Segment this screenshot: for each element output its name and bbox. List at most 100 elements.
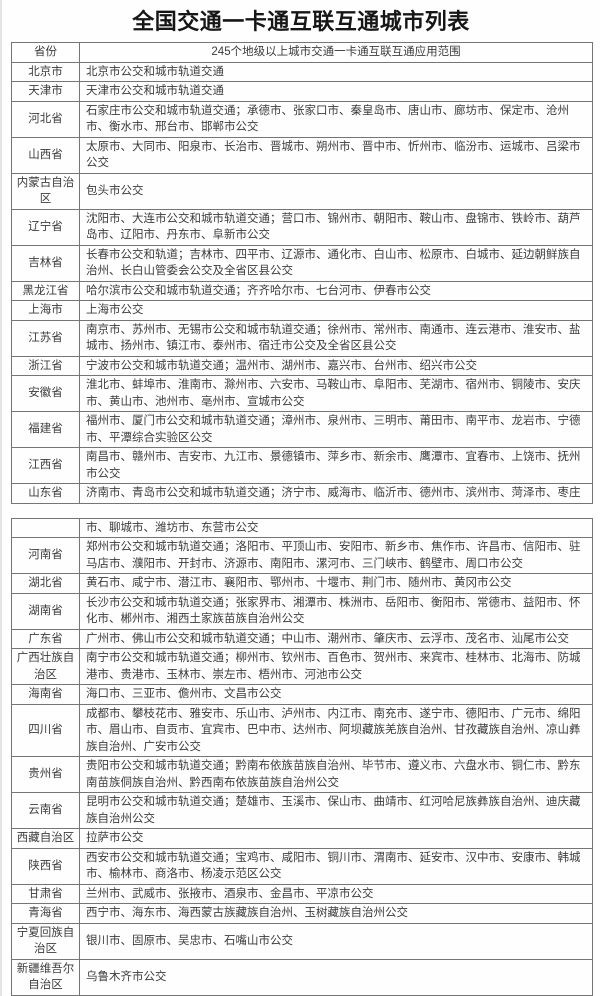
table-row: 市、聊城市、潍坊市、东营市公交 xyxy=(11,517,593,538)
cities-cell: 上海市公交 xyxy=(79,300,593,321)
cities-cell: 济南市、青岛市公交和城市轨道交通；济宁市、威海市、临沂市、德州市、滨州市、菏泽市… xyxy=(79,483,593,504)
table-row: 上海市 上海市公交 xyxy=(11,300,593,321)
province-cell: 西藏自治区 xyxy=(11,828,80,849)
cities-cell: 昆明市公交和城市轨道交通；楚雄市、玉溪市、保山市、曲靖市、红河哈尼族彝族自治州、… xyxy=(79,792,593,829)
province-cell: 安徽省 xyxy=(11,375,80,412)
province-cell: 广东省 xyxy=(11,628,80,649)
table-row: 吉林省 长春市公交和轨道；吉林市、四平市、辽源市、通化市、白山市、松原市、白城市、… xyxy=(11,244,593,282)
table-row: 福建省 福州市、厦门市公交和城市轨道交通；漳州市、泉州市、三明市、莆田市、南平市、… xyxy=(11,411,593,448)
page-title: 全国交通一卡通互联互通城市列表 xyxy=(132,9,470,34)
table-row: 湖南省 长沙市公交和城市轨道交通；张家界市、湘潭市、株洲市、岳阳市、衡阳市、常德市… xyxy=(11,592,593,630)
province-cell: 福建省 xyxy=(11,411,80,448)
cities-cell: 宁波市公交和城市轨道交通；温州市、湖州市、嘉兴市、台州市、绍兴市公交 xyxy=(79,355,593,376)
province-cell: 天津市 xyxy=(11,81,80,102)
province-cell: 河南省 xyxy=(11,537,80,574)
table-row: 辽宁省 沈阳市、大连市公交和城市轨道交通；营口市、锦州市、朝阳市、鞍山市、盘锦市、… xyxy=(11,208,593,246)
province-cell: 辽宁省 xyxy=(11,208,80,246)
cities-cell: 乌鲁木齐市公交 xyxy=(79,958,593,996)
cities-cell: 南宁市公交和城市轨道交通；柳州市、钦州市、百色市、贺州市、来宾市、桂林市、北海市… xyxy=(79,648,593,685)
table-row: 浙江省 宁波市公交和城市轨道交通；温州市、湖州市、嘉兴市、台州市、绍兴市公交 xyxy=(11,355,593,376)
table-row: 内蒙古自治区 包头市公交 xyxy=(11,172,593,210)
table-row: 江苏省 南京市、苏州市、无锡市公交和城市轨道交通；徐州市、常州市、南通市、连云港市… xyxy=(11,319,593,357)
table-row: 广西壮族自治区 南宁市公交和城市轨道交通；柳州市、钦州市、百色市、贺州市、来宾市、… xyxy=(11,648,593,685)
table-row: 湖北省 黄石市、咸宁市、潜江市、襄阳市、鄂州市、十堰市、荆门市、随州市、黄冈市公交 xyxy=(11,573,593,594)
cities-cell: 兰州市、武威市、张掖市、酒泉市、金昌市、平凉市公交 xyxy=(79,883,593,904)
cities-cell: 北京市公交和城市轨道交通 xyxy=(79,61,593,82)
table-row: 新疆维吾尔自治区 乌鲁木齐市公交 xyxy=(11,958,593,996)
cities-cell: 福州市、厦门市公交和城市轨道交通；漳州市、泉州市、三明市、莆田市、南平市、龙岩市… xyxy=(79,411,593,448)
table-row: 贵州省 贵阳市公交和城市轨道交通；黔南布依族苗族自治州、毕节市、遵义市、六盘水市、… xyxy=(11,756,593,793)
province-cell: 甘肃省 xyxy=(11,883,80,904)
cities-cell: 成都市、攀枝花市、雅安市、乐山市、泸州市、内江市、南充市、遂宁市、德阳市、广元市… xyxy=(79,703,593,757)
header-province: 省份 xyxy=(11,42,80,63)
province-cell: 云南省 xyxy=(11,792,80,829)
province-cell: 上海市 xyxy=(11,300,80,321)
cities-cell: 哈尔滨市公交和城市轨道交通；齐齐哈尔市、七台河市、伊春市公交 xyxy=(79,280,593,301)
province-cell: 黑龙江省 xyxy=(11,280,80,301)
province-cell: 海南省 xyxy=(11,684,80,705)
cities-cell: 沈阳市、大连市公交和城市轨道交通；营口市、锦州市、朝阳市、鞍山市、盘锦市、铁岭市… xyxy=(79,208,593,246)
cities-cell: 石家庄市公交和城市轨道交通；承德市、张家口市、秦皇岛市、唐山市、廊坊市、保定市、… xyxy=(79,100,593,138)
table-row: 山东省 济南市、青岛市公交和城市轨道交通；济宁市、威海市、临沂市、德州市、滨州市、… xyxy=(11,483,593,504)
table-row: 云南省 昆明市公交和城市轨道交通；楚雄市、玉溪市、保山市、曲靖市、红河哈尼族彝族自… xyxy=(11,792,593,829)
table-row: 宁夏回族自治区 银川市、固原市、吴忠市、石嘴山市公交 xyxy=(11,922,593,960)
table-row: 山西省 太原市、大同市、阳泉市、长治市、晋城市、朔州市、晋中市、忻州市、临汾市、运… xyxy=(11,136,593,174)
province-cell: 湖南省 xyxy=(11,592,80,630)
table-row: 黑龙江省 哈尔滨市公交和城市轨道交通；齐齐哈尔市、七台河市、伊春市公交 xyxy=(11,280,593,301)
cities-cell: 海口市、三亚市、儋州市、文昌市公交 xyxy=(79,684,593,705)
table-row: 广东省 广州市、佛山市公交和城市轨道交通；中山市、潮州市、肇庆市、云浮市、茂名市、… xyxy=(11,628,593,649)
province-cell: 广西壮族自治区 xyxy=(11,648,80,685)
province-cell: 山东省 xyxy=(11,483,80,504)
province-cell: 新疆维吾尔自治区 xyxy=(11,958,80,996)
province-cell: 陕西省 xyxy=(11,847,80,885)
city-list-table-lower: 市、聊城市、潍坊市、东营市公交 河南省 郑州市公交和城市轨道交通；洛阳市、平顶山市、… xyxy=(11,517,593,996)
table-row: 北京市 北京市公交和城市轨道交通 xyxy=(11,61,593,82)
province-cell: 江西省 xyxy=(11,447,80,484)
cities-cell: 广州市、佛山市公交和城市轨道交通；中山市、潮州市、肇庆市、云浮市、茂名市、汕尾市… xyxy=(79,628,593,649)
cities-cell: 黄石市、咸宁市、潜江市、襄阳市、鄂州市、十堰市、荆门市、随州市、黄冈市公交 xyxy=(79,573,593,594)
cities-cell: 天津市公交和城市轨道交通 xyxy=(79,81,593,102)
province-cell: 吉林省 xyxy=(11,244,80,282)
province-cell: 四川省 xyxy=(11,703,80,757)
province-cell: 北京市 xyxy=(11,61,80,82)
cities-cell: 贵阳市公交和城市轨道交通；黔南布依族苗族自治州、毕节市、遵义市、六盘水市、铜仁市… xyxy=(79,756,593,793)
cities-cell: 市、聊城市、潍坊市、东营市公交 xyxy=(79,517,593,538)
table-header-row: 省份 245个地级以上城市交通一卡通互联互通应用范围 xyxy=(11,42,593,63)
province-cell: 青海省 xyxy=(11,903,80,924)
cities-cell: 拉萨市公交 xyxy=(79,828,593,849)
table-row: 河南省 郑州市公交和城市轨道交通；洛阳市、平顶山市、安阳市、新乡市、焦作市、许昌市… xyxy=(11,537,593,574)
province-cell: 江苏省 xyxy=(11,319,80,357)
table-row: 陕西省 西安市公交和城市轨道交通；宝鸡市、咸阳市、铜川市、渭南市、延安市、汉中市、… xyxy=(11,847,593,885)
cities-cell: 太原市、大同市、阳泉市、长治市、晋城市、朔州市、晋中市、忻州市、临汾市、运城市、… xyxy=(79,136,593,174)
table-row: 江西省 南昌市、赣州市、吉安市、九江市、景德镇市、萍乡市、新余市、鹰潭市、宜春市、… xyxy=(11,447,593,484)
cities-cell: 南京市、苏州市、无锡市公交和城市轨道交通；徐州市、常州市、南通市、连云港市、淮安… xyxy=(79,319,593,357)
cities-cell: 淮北市、蚌埠市、淮南市、滁州市、六安市、马鞍山市、阜阳市、芜湖市、宿州市、铜陵市… xyxy=(79,375,593,412)
header-scope: 245个地级以上城市交通一卡通互联互通应用范围 xyxy=(79,42,593,63)
province-cell: 内蒙古自治区 xyxy=(11,172,80,210)
cities-cell: 西宁市、海东市、海西蒙古族藏族自治州、玉树藏族自治州公交 xyxy=(79,903,593,924)
table-row: 河北省 石家庄市公交和城市轨道交通；承德市、张家口市、秦皇岛市、唐山市、廊坊市、保… xyxy=(11,100,593,138)
table-row: 甘肃省 兰州市、武威市、张掖市、酒泉市、金昌市、平凉市公交 xyxy=(11,883,593,904)
city-list-table-upper: 省份 245个地级以上城市交通一卡通互联互通应用范围 北京市 北京市公交和城市轨道… xyxy=(11,42,593,504)
province-cell: 浙江省 xyxy=(11,355,80,376)
table-row: 西藏自治区 拉萨市公交 xyxy=(11,828,593,849)
province-cell xyxy=(11,517,80,538)
table-row: 海南省 海口市、三亚市、儋州市、文昌市公交 xyxy=(11,684,593,705)
cities-cell: 银川市、固原市、吴忠市、石嘴山市公交 xyxy=(79,922,593,960)
cities-cell: 西安市公交和城市轨道交通；宝鸡市、咸阳市、铜川市、渭南市、延安市、汉中市、安康市… xyxy=(79,847,593,885)
province-cell: 宁夏回族自治区 xyxy=(11,922,80,960)
province-cell: 贵州省 xyxy=(11,756,80,793)
table-row: 安徽省 淮北市、蚌埠市、淮南市、滁州市、六安市、马鞍山市、阜阳市、芜湖市、宿州市、… xyxy=(11,375,593,412)
cities-cell: 长春市公交和轨道；吉林市、四平市、辽源市、通化市、白山市、松原市、白城市、延边朝… xyxy=(79,244,593,282)
province-cell: 湖北省 xyxy=(11,573,80,594)
cities-cell: 长沙市公交和城市轨道交通；张家界市、湘潭市、株洲市、岳阳市、衡阳市、常德市、益阳… xyxy=(79,592,593,630)
table-row: 青海省 西宁市、海东市、海西蒙古族藏族自治州、玉树藏族自治州公交 xyxy=(11,903,593,924)
province-cell: 河北省 xyxy=(11,100,80,138)
cities-cell: 郑州市公交和城市轨道交通；洛阳市、平顶山市、安阳市、新乡市、焦作市、许昌市、信阳… xyxy=(79,537,593,574)
province-cell: 山西省 xyxy=(11,136,80,174)
cities-cell: 南昌市、赣州市、吉安市、九江市、景德镇市、萍乡市、新余市、鹰潭市、宜春市、上饶市… xyxy=(79,447,593,484)
table-row: 天津市 天津市公交和城市轨道交通 xyxy=(11,81,593,102)
cities-cell: 包头市公交 xyxy=(79,172,593,210)
table-row: 四川省 成都市、攀枝花市、雅安市、乐山市、泸州市、内江市、南充市、遂宁市、德阳市、… xyxy=(11,703,593,757)
